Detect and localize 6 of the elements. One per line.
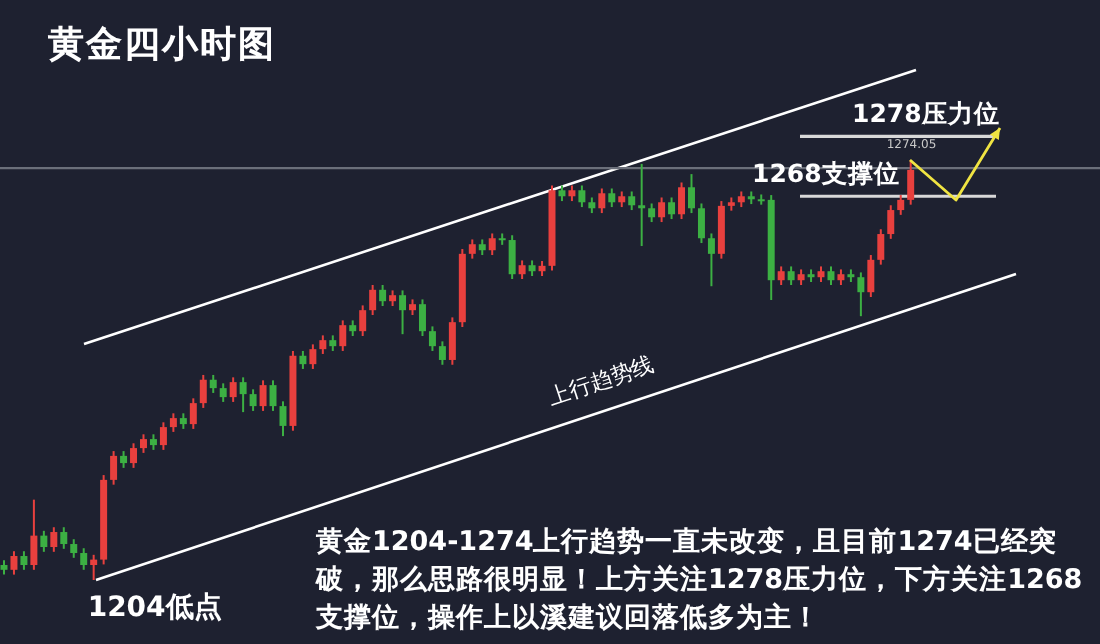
annotation: 上行趋势线: [544, 348, 658, 412]
annotation: 黄金1204-1274上行趋势一直未改变，且目前1274已经突破，那么思路很明显！上方关注1278压力位，下方关注1268支撑位，操作上以溪建议回落低多为主！: [316, 524, 1084, 638]
ref-label: 1268支撑位: [752, 158, 900, 193]
annotation: 1204低点: [87, 590, 222, 626]
title: 黄金四小时图: [48, 22, 276, 68]
ref-label: 1278压力位: [852, 98, 1000, 133]
